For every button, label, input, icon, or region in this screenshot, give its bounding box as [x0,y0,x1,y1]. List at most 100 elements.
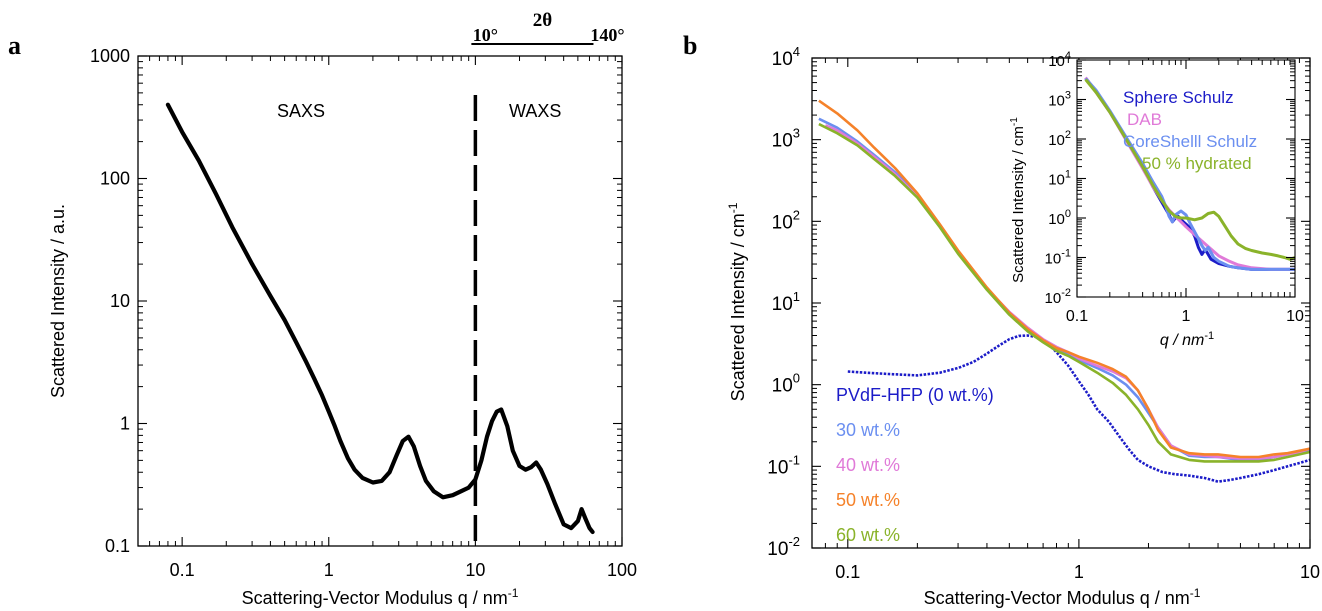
inset-ylabel: Scattered Intensity / cm-1 [1009,117,1027,283]
panel-a-xtick-labels: 0.1 1 10 100 [170,560,637,580]
panel-b-ytick-mantissa: 10 [772,294,793,315]
panel-b-xtick-label: 1 [1074,562,1084,582]
panel-a-xtick-label: 1 [324,560,334,580]
panel-b-ytick-label: 103 [772,126,800,152]
inset-ytick-mantissa: 10 [1048,211,1065,228]
inset-ytick-mantissa: 10 [1045,251,1062,268]
two-theta-label: 2θ [533,10,553,31]
inset-ytick-exponent: 1 [1065,169,1071,181]
panel-b-ylabel-sup: -1 [726,202,740,213]
inset-ytick-label: 104 [1048,50,1071,70]
panel-b-ytick-exponent: 2 [793,207,800,222]
inset-ytick-exponent: -2 [1061,287,1071,299]
inset-ytick-label: 101 [1048,169,1071,189]
panel-a-xtick-label: 0.1 [170,560,195,580]
inset-legend-entry: 50 % hydrated [1142,154,1252,173]
panel-b-ytick-exponent: -2 [788,534,800,549]
panel-b-ytick-mantissa: 10 [772,49,793,70]
panel-b-series-line [818,122,1311,463]
two-theta-start-label: 10° [473,25,498,45]
inset-ticks [1076,59,1296,298]
inset-ytick-exponent: 0 [1065,208,1071,220]
inset-xlabel-text: q / nm [1160,332,1204,349]
inset-legend-entry: CoreShelll Schulz [1123,132,1257,151]
inset-ytick-mantissa: 10 [1045,290,1062,307]
saxs-label: SAXS [277,101,325,121]
panel-b-ytick-exponent: 0 [793,371,800,386]
panel-a-xtick-label: 10 [465,560,485,580]
panel-a-xlabel-sup: -1 [508,586,519,600]
panel-b-ylabel-text: Scattered Intensity / cm [728,213,748,401]
inset-ylabel-text: Scattered Intensity / cm [1010,126,1027,283]
panel-a-ticks [138,55,623,547]
inset-ytick-label: 10-2 [1045,287,1071,307]
panel-b-xlabel-text: Scattering-Vector Modulus q / nm [924,588,1190,608]
panel-b-ytick-mantissa: 10 [767,457,788,478]
inset-ytick-mantissa: 10 [1048,132,1065,149]
inset-ylabel-sup: -1 [1009,117,1020,126]
panel-b-label: b [683,31,697,60]
panel-b-ytick-exponent: 1 [793,289,800,304]
inset-ytick-exponent: -1 [1061,248,1071,260]
panel-a-xlabel-text: Scattering-Vector Modulus q / nm [242,588,508,608]
inset-legend-entry: DAB [1127,110,1162,129]
inset-series [1084,76,1296,271]
panel-a-ytick-label: 10 [110,291,130,311]
panel-a-series [165,102,595,535]
panel-b-ytick-label: 101 [772,289,800,315]
panel-b-legend-entry: PVdF-HFP (0 wt.%) [836,385,994,405]
inset-xtick-label: 10 [1286,308,1304,325]
panel-b-xtick-label: 10 [1300,562,1320,582]
inset-xtick-labels: 0.1 1 10 [1066,308,1304,325]
panel-a-ytick-label: 0.1 [105,536,130,556]
panel-a-ylabel: Scattered Intensity / a.u. [48,204,68,398]
inset-series-line [1084,78,1296,261]
panel-b-legend-entry: 50 wt.% [836,490,900,510]
inset-ytick-exponent: 3 [1065,90,1071,102]
panel-b-series-line [847,334,1311,483]
inset-ytick-mantissa: 10 [1048,172,1065,189]
inset-xtick-label: 1 [1182,308,1191,325]
inset-ytick-mantissa: 10 [1048,93,1065,110]
inset-ytick-label: 102 [1048,129,1071,149]
panel-b-ylabel: Scattered Intensity / cm-1 [726,202,748,401]
panel-b-ytick-label: 10-1 [767,452,800,478]
inset-background [1077,60,1295,297]
panel-b-ytick-exponent: 3 [793,126,800,141]
two-theta-end-label: 140° [590,25,624,45]
panel-b-ytick-mantissa: 10 [772,212,793,233]
panel-b-legend-entry: 30 wt.% [836,420,900,440]
inset-ytick-label: 103 [1048,90,1071,110]
inset-ytick-label: 10-1 [1045,248,1071,268]
panel-b-ytick-label: 104 [772,44,800,70]
inset-xlabel: q / nm-1 [1160,330,1214,349]
panel-b-ytick-mantissa: 10 [767,539,788,560]
panel-b-legend-entry: 40 wt.% [836,455,900,475]
waxs-label: WAXS [509,101,561,121]
panel-b-ytick-exponent: -1 [788,452,800,467]
inset-ytick-exponent: 2 [1065,129,1071,141]
panel-b-legend: PVdF-HFP (0 wt.%) 30 wt.% 40 wt.% 50 wt.% 60… [836,385,994,545]
inset-ytick-exponent: 4 [1065,50,1071,62]
inset-xlabel-sup: -1 [1204,330,1214,342]
panel-b-series [818,99,1311,483]
panel-b-xtick-labels: 0.1 1 10 [835,562,1320,582]
panel-b-ticks [812,57,1311,549]
panel-a-ytick-label: 1000 [90,46,130,66]
panel-b-xtick-label: 0.1 [835,562,860,582]
panel-a-ytick-label: 100 [100,169,130,189]
panel-b-ytick-mantissa: 10 [772,131,793,152]
panel-a-ytick-labels: 0.1 1 10 100 1000 [90,46,130,556]
panel-b-series-line [818,99,1311,459]
panel-b-ytick-mantissa: 10 [772,376,793,397]
panel-a-ytick-label: 1 [120,414,130,434]
panel-b-xlabel-sup: -1 [1190,586,1201,600]
inset-legend-entry: Sphere Schulz [1123,88,1234,107]
inset-xtick-label: 0.1 [1066,308,1088,325]
panel-a-xtick-label: 100 [607,560,637,580]
panel-b-ytick-label: 102 [772,207,800,233]
inset-legend: Sphere Schulz DAB CoreShelll Schulz 50 % hy… [1123,88,1257,173]
